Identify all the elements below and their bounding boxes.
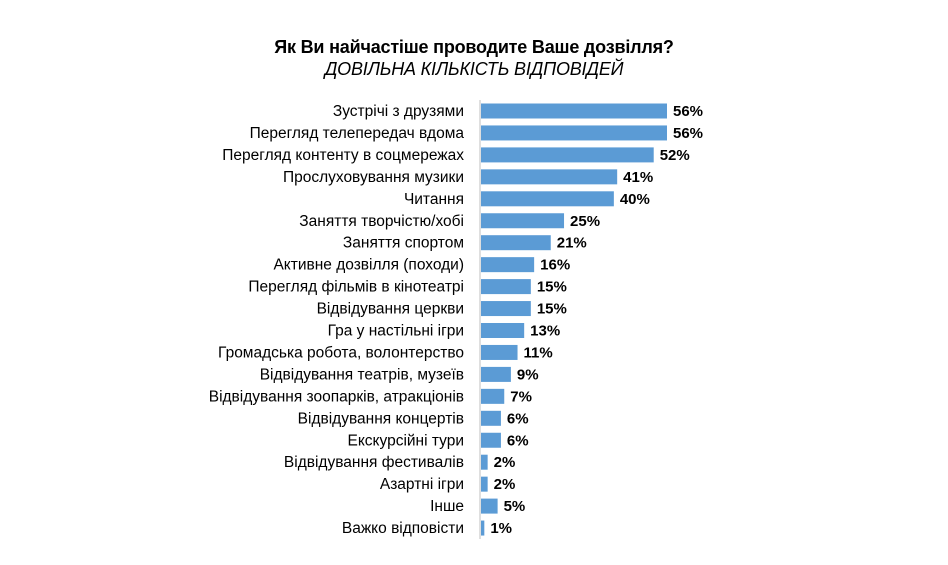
data-label: 6% [507, 432, 529, 449]
category-label: Відвідування театрів, музеїв [260, 366, 464, 383]
category-label: Відвідування церкви [317, 301, 464, 318]
data-label: 2% [494, 476, 516, 493]
category-label: Зустрічі з друзями [333, 103, 464, 120]
data-label: 40% [620, 191, 650, 208]
category-label: Активне дозвілля (походи) [273, 257, 464, 274]
data-label: 41% [623, 169, 653, 186]
bar [481, 323, 525, 338]
category-label: Заняття спортом [343, 235, 464, 252]
data-label: 11% [524, 344, 553, 361]
category-label: Відвідування концертів [298, 410, 464, 427]
category-label: Перегляд фільмів в кінотеатрі [248, 279, 464, 296]
bar [481, 520, 485, 536]
category-label: Екскурсійні тури [348, 432, 465, 449]
category-label: Читання [404, 191, 464, 208]
category-label: Азартні ігри [380, 476, 464, 493]
data-label: 6% [507, 410, 529, 427]
data-label: 15% [537, 301, 567, 318]
bar [481, 279, 531, 295]
category-label: Відвідування зоопарків, атракціонів [209, 388, 464, 405]
bar [481, 454, 488, 470]
bar [481, 366, 511, 382]
data-label: 21% [557, 235, 587, 252]
bar [481, 388, 505, 404]
data-label: 1% [490, 520, 512, 537]
category-label: Перегляд телепередач вдома [250, 125, 465, 142]
bar [481, 213, 565, 229]
chart-title: Як Ви найчастіше проводите Ваше дозвілля… [274, 37, 674, 57]
bar [481, 235, 551, 251]
data-label: 52% [660, 147, 690, 164]
category-label: Громадська робота, волонтерство [218, 344, 464, 361]
bar [481, 498, 498, 514]
bar [481, 257, 535, 273]
bar [481, 476, 488, 492]
data-label: 25% [570, 213, 600, 230]
data-label: 13% [530, 323, 560, 340]
bar [481, 103, 667, 119]
data-label: 16% [540, 257, 570, 274]
bar [481, 344, 518, 360]
category-label: Важко відповісти [342, 520, 464, 537]
bar [481, 125, 667, 141]
category-label: Інше [430, 498, 464, 515]
bar [481, 301, 531, 317]
bar [481, 432, 501, 448]
category-label: Гра у настільні ігри [328, 323, 464, 340]
data-label: 5% [504, 498, 526, 515]
data-label: 9% [517, 366, 539, 383]
data-label: 56% [673, 103, 703, 120]
bar [481, 410, 501, 426]
data-label: 7% [510, 388, 532, 405]
bar [481, 191, 614, 207]
bar [481, 147, 654, 163]
category-label: Перегляд контенту в соцмережах [222, 147, 464, 164]
data-label: 15% [537, 279, 567, 296]
category-label: Відвідування фестивалів [284, 454, 464, 471]
category-label: Прослуховування музики [283, 169, 464, 186]
chart-title-block: Як Ви найчастіше проводите Ваше дозвілля… [0, 36, 948, 80]
bar [481, 169, 618, 185]
category-label: Заняття творчістю/хобі [299, 213, 464, 230]
data-label: 56% [673, 125, 703, 142]
chart-subtitle: ДОВІЛЬНА КІЛЬКІСТЬ ВІДПОВІДЕЙ [324, 59, 624, 79]
data-label: 2% [494, 454, 516, 471]
